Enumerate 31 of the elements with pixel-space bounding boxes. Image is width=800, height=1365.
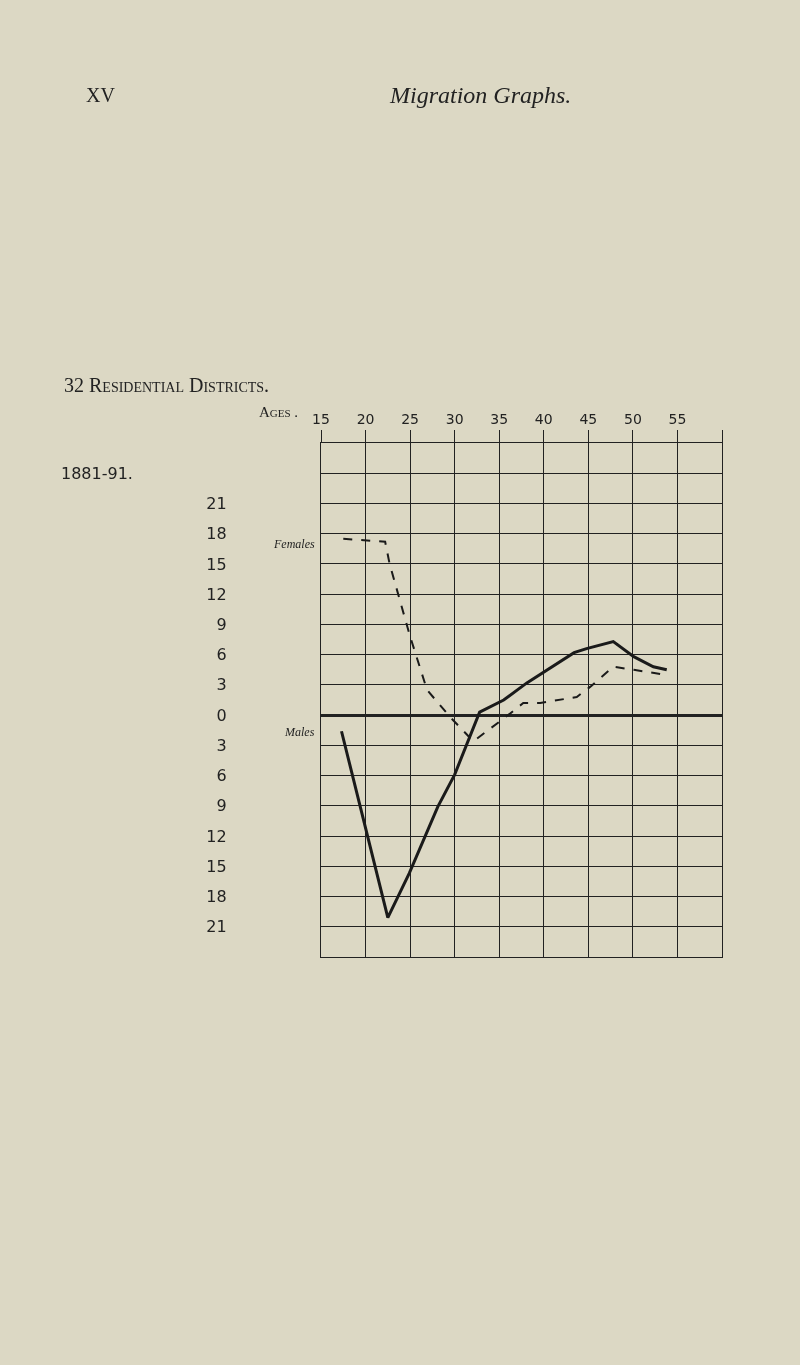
- y-tick-label: 18: [206, 524, 227, 544]
- y-tick-label: 21: [206, 494, 227, 514]
- y-tick-label: 6: [216, 766, 227, 786]
- y-tick-label: 6: [216, 645, 227, 665]
- y-tick-label: 15: [206, 856, 227, 876]
- y-axis-title: 1881-91.: [61, 464, 133, 483]
- y-tick-label: 12: [206, 584, 227, 604]
- y-tick-label: 18: [206, 887, 227, 907]
- y-tick-label: 3: [216, 735, 227, 755]
- x-tick-label: 55: [668, 411, 687, 428]
- y-tick-label: 12: [206, 826, 227, 846]
- x-tick-label: 25: [401, 411, 420, 428]
- text: Females: [273, 537, 315, 551]
- y-tick-label: 0: [216, 705, 227, 725]
- y-tick-label: 9: [216, 796, 227, 816]
- y-tick-label: 21: [206, 917, 227, 937]
- x-tick-label: 20: [356, 411, 375, 428]
- x-tick-label: 45: [579, 411, 598, 428]
- y-tick-label: 9: [216, 615, 227, 635]
- x-tick-label: 30: [445, 411, 464, 428]
- x-tick-label: 40: [534, 411, 553, 428]
- chart-title: Migration Graphs.: [389, 82, 572, 108]
- chart-subtitle: 32 Residential Districts.: [64, 374, 270, 396]
- text: XV: [86, 84, 116, 106]
- x-tick-label: 50: [623, 411, 642, 428]
- x-tick-label: 35: [490, 411, 509, 428]
- y-tick-label: 15: [206, 554, 227, 574]
- y-tick-label: 3: [216, 675, 227, 695]
- x-axis-title: Ages .: [259, 404, 299, 420]
- text: Males: [284, 725, 315, 739]
- x-tick-label: 15: [312, 411, 330, 428]
